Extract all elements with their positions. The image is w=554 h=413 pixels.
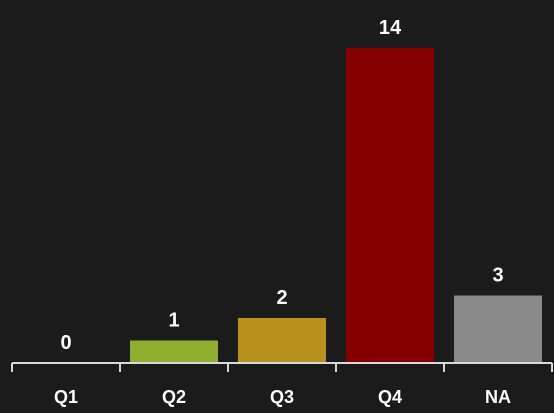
tick-label-q3: Q3 xyxy=(270,387,294,407)
bar-q4 xyxy=(346,48,434,363)
bars-group xyxy=(130,48,542,363)
tick-label-q4: Q4 xyxy=(378,387,402,407)
bar-q3 xyxy=(238,318,326,363)
data-label-q1: 0 xyxy=(60,332,71,354)
bar-q2 xyxy=(130,340,218,363)
data-label-q3: 2 xyxy=(276,287,287,309)
tick-label-q1: Q1 xyxy=(54,387,78,407)
x-axis-tick-labels: Q1 Q2 Q3 Q4 NA xyxy=(54,387,511,407)
bar-na xyxy=(454,295,542,363)
data-label-q4: 14 xyxy=(379,17,402,39)
data-labels-group: 0 1 2 14 3 xyxy=(60,17,503,354)
x-axis-ticks xyxy=(11,363,553,372)
tick-label-na: NA xyxy=(485,387,511,407)
data-label-na: 3 xyxy=(492,265,503,287)
tick-label-q2: Q2 xyxy=(162,387,186,407)
data-label-q2: 1 xyxy=(168,310,179,332)
